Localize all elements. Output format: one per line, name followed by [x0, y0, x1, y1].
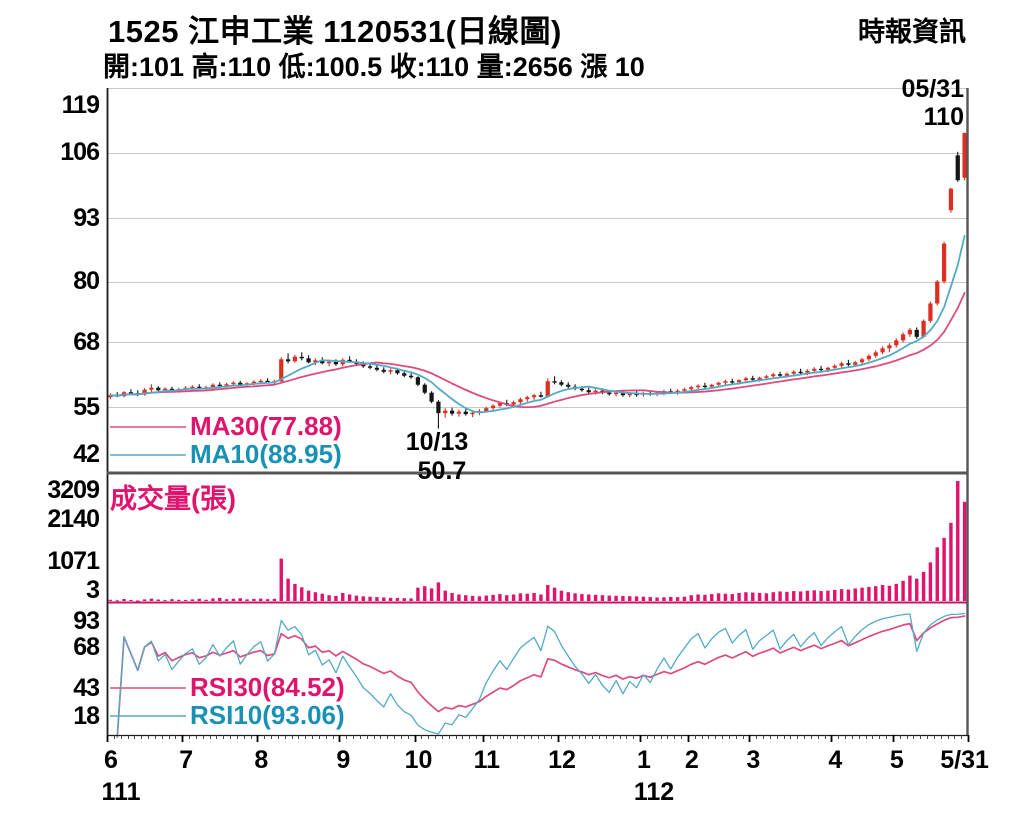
rsi-ytick-93: 93: [73, 607, 100, 635]
price-ytick-106: 106: [60, 138, 100, 166]
legend-rsi10: RSI10(93.06): [190, 700, 345, 730]
rsi-ytick-43: 43: [73, 674, 100, 702]
price-ytick-68: 68: [73, 328, 100, 356]
month-label-10: 10: [404, 746, 433, 774]
legend-rsi30: RSI30(84.52): [190, 672, 345, 702]
panel-borders: [106, 88, 969, 737]
volume-bars: [108, 481, 967, 602]
legend-ma10: MA10(88.95): [190, 439, 342, 469]
month-label-11: 11: [473, 746, 501, 774]
year-label-111: 111: [101, 778, 141, 806]
rsi-ytick-18: 18: [73, 702, 100, 730]
month-label-9: 9: [336, 746, 351, 774]
price-ytick-42: 42: [73, 440, 100, 468]
month-label-8: 8: [254, 746, 269, 774]
candlesticks: [108, 132, 967, 429]
price-ytick-119: 119: [61, 91, 100, 119]
month-label-6: 6: [104, 746, 118, 774]
annotation-last-date: 05/31: [901, 75, 964, 103]
legend-swatches: [110, 426, 186, 717]
month-label-1: 1: [637, 746, 651, 774]
price-ytick-93: 93: [73, 204, 100, 232]
annotation-low-date: 10/13: [405, 428, 469, 456]
month-label-3: 3: [746, 746, 761, 774]
x-ticks: [106, 735, 970, 742]
month-label-12: 12: [548, 746, 576, 774]
annotation-low-price: 50.7: [417, 457, 467, 485]
quote-line: 開:101 高:110 低:100.5 收:110 量:2656 漲 10: [103, 52, 645, 82]
volume-panel-title: 成交量(張): [110, 484, 236, 514]
vol-ytick-3209: 3209: [47, 476, 100, 504]
rsi-ytick-68: 68: [73, 633, 100, 661]
vol-ytick-3: 3: [86, 576, 100, 604]
source-label: 時報資訊: [858, 17, 966, 47]
vol-ytick-1071: 1071: [47, 547, 100, 575]
vol-ytick-2140: 2140: [47, 505, 100, 533]
month-label-end: 5/31: [940, 746, 989, 774]
month-label-5: 5: [889, 746, 904, 774]
month-label-2: 2: [684, 746, 699, 774]
price-ytick-55: 55: [73, 393, 100, 421]
year-label-112: 112: [633, 778, 675, 806]
annotation-last-price: 110: [923, 103, 964, 131]
month-label-4: 4: [828, 746, 843, 774]
legend-ma30: MA30(77.88): [190, 411, 342, 441]
price-gridlines: [107, 88, 968, 408]
price-ytick-80: 80: [73, 267, 100, 295]
ma-lines: [109, 235, 966, 414]
month-label-7: 7: [179, 746, 194, 774]
page-title: 1525 江申工業 1120531(日線圖): [108, 14, 562, 49]
rsi-lines: [116, 612, 966, 738]
